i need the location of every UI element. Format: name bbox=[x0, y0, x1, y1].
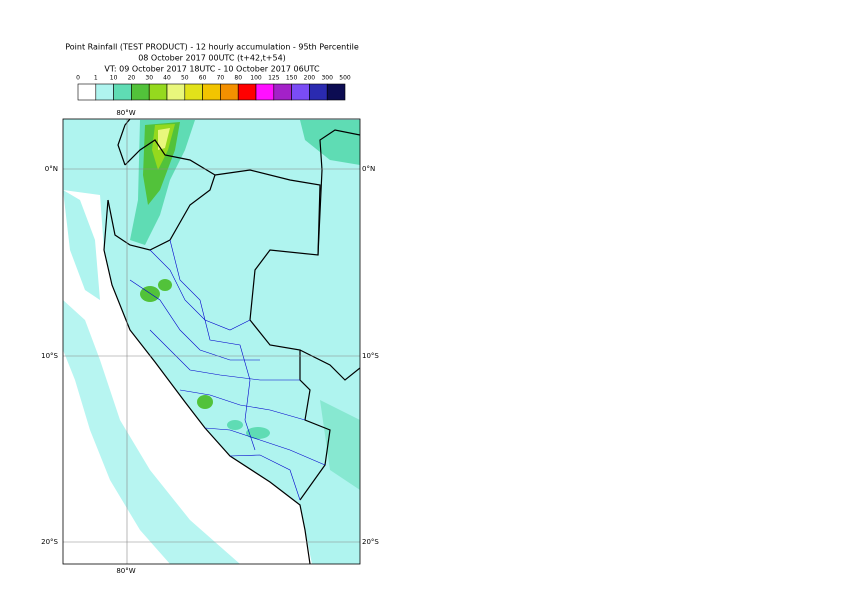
lat-label: 10°S bbox=[41, 352, 58, 360]
legend-label: 60 bbox=[199, 75, 207, 82]
legend-label: 70 bbox=[217, 75, 225, 82]
rain-area bbox=[300, 120, 360, 165]
rain-area bbox=[227, 420, 243, 430]
legend-swatch bbox=[148, 83, 168, 101]
country-borders bbox=[103, 119, 360, 564]
ocean-rain bbox=[63, 190, 100, 300]
legend-swatch bbox=[131, 83, 150, 101]
legend-swatch bbox=[291, 83, 310, 101]
legend-swatch bbox=[184, 83, 203, 101]
lat-label: 20°S bbox=[362, 538, 379, 546]
legend-swatch bbox=[237, 83, 257, 101]
map: 80°W 80°W 0°N 0°N 10°S 10°S 20°S 20°S bbox=[41, 109, 379, 575]
legend: 0 1 10 20 30 40 50 60 70 80 100 125 150 200 300 500 bbox=[76, 75, 351, 101]
legend-swatch bbox=[326, 83, 346, 101]
legend-swatch bbox=[202, 83, 221, 101]
legend-label: 1 bbox=[94, 75, 98, 82]
rain-area bbox=[158, 279, 172, 291]
rain-area bbox=[246, 427, 270, 439]
region-borders bbox=[129, 239, 326, 501]
graticule bbox=[63, 119, 360, 564]
lat-label: 0°N bbox=[45, 165, 58, 173]
legend-swatch bbox=[255, 83, 275, 101]
title-line: VT: 09 October 2017 18UTC - 10 October 2… bbox=[104, 65, 320, 74]
lat-label: 0°N bbox=[362, 165, 375, 173]
rain-area bbox=[143, 122, 180, 205]
legend-swatch bbox=[309, 83, 328, 101]
legend-label: 125 bbox=[268, 75, 280, 82]
legend-label: 80 bbox=[234, 75, 242, 82]
legend-label: 500 bbox=[339, 75, 351, 82]
rain-area bbox=[320, 400, 360, 490]
legend-label: 200 bbox=[304, 75, 316, 82]
ocean bbox=[63, 350, 170, 564]
rain-area bbox=[158, 128, 170, 150]
legend-swatch bbox=[220, 83, 239, 101]
legend-label: 20 bbox=[128, 75, 136, 82]
legend-label: 30 bbox=[145, 75, 153, 82]
title-line: 08 October 2017 00UTC (t+42,t+54) bbox=[138, 54, 286, 63]
lon-label: 80°W bbox=[116, 109, 135, 117]
legend-swatch bbox=[273, 83, 292, 101]
rain-area bbox=[197, 395, 213, 409]
lat-label: 20°S bbox=[41, 538, 58, 546]
legend-label: 0 bbox=[76, 75, 80, 82]
legend-label: 300 bbox=[321, 75, 333, 82]
lon-label: 80°W bbox=[116, 567, 135, 575]
lat-label: 10°S bbox=[362, 352, 379, 360]
legend-label: 150 bbox=[286, 75, 298, 82]
legend-swatch bbox=[77, 83, 97, 101]
title-line: Point Rainfall (TEST PRODUCT) - 12 hourl… bbox=[65, 43, 359, 52]
legend-label: 10 bbox=[110, 75, 118, 82]
legend-swatch bbox=[166, 83, 186, 101]
map-frame bbox=[62, 118, 361, 565]
legend-label: 40 bbox=[163, 75, 171, 82]
legend-swatch bbox=[95, 83, 114, 101]
legend-label: 100 bbox=[250, 75, 262, 82]
legend-swatch bbox=[113, 83, 132, 101]
legend-label: 50 bbox=[181, 75, 189, 82]
